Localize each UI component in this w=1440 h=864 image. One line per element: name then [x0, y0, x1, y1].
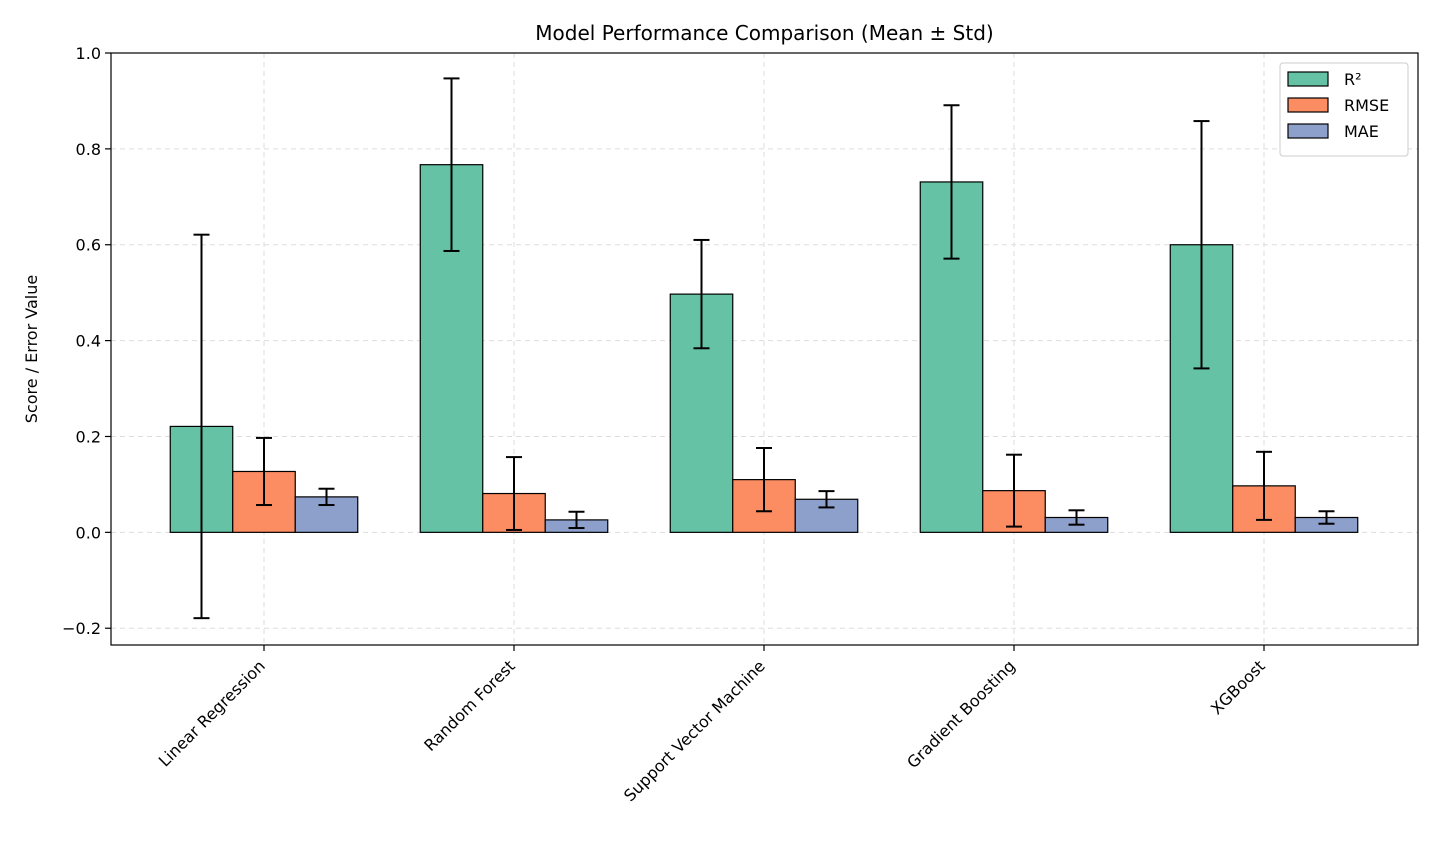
chart-title: Model Performance Comparison (Mean ± Std…: [535, 21, 993, 45]
legend: R² RMSE MAE: [1279, 62, 1409, 157]
error-bar-r-4: [1193, 120, 1210, 370]
error-bar-rmse-3: [1006, 453, 1022, 528]
error-bar-mae-1: [568, 510, 585, 530]
error-bar-r-3: [943, 104, 960, 260]
error-bar-rmse-4: [1256, 450, 1272, 521]
error-bar-rmse-2: [756, 446, 772, 513]
legend-label-1: RMSE: [1344, 96, 1389, 115]
y-axis-label: Score / Error Value: [22, 275, 41, 423]
legend-swatch-0: [1287, 71, 1329, 87]
y-tick-label-4: 0.6: [76, 236, 101, 255]
y-tick-label-5: 0.8: [76, 140, 101, 159]
legend-swatch-2: [1287, 123, 1329, 139]
error-bar-r-2: [693, 238, 710, 350]
y-tick-label-6: 1.0: [76, 44, 101, 63]
legend-label-2: MAE: [1344, 122, 1379, 141]
legend-label-0: R²: [1344, 70, 1362, 89]
error-bar-r-0: [193, 233, 210, 620]
error-bar-rmse-0: [256, 436, 272, 507]
y-axis-ticks: −0.2 0.0 0.2 0.4 0.6 0.8 1.0: [62, 44, 111, 638]
error-bar-mae-4: [1318, 510, 1335, 525]
y-tick-label-3: 0.4: [76, 332, 101, 351]
y-tick-label-2: 0.2: [76, 427, 101, 446]
y-tick-label-1: 0.0: [76, 523, 101, 542]
error-bar-r-1: [443, 77, 460, 252]
legend-swatch-1: [1287, 97, 1329, 113]
y-tick-label-0: −0.2: [62, 619, 101, 638]
error-bar-mae-3: [1068, 509, 1085, 526]
error-bar-mae-0: [318, 487, 335, 507]
error-bar-rmse-1: [506, 456, 522, 531]
error-bars-group: [193, 77, 1335, 620]
error-bar-mae-2: [818, 490, 835, 509]
